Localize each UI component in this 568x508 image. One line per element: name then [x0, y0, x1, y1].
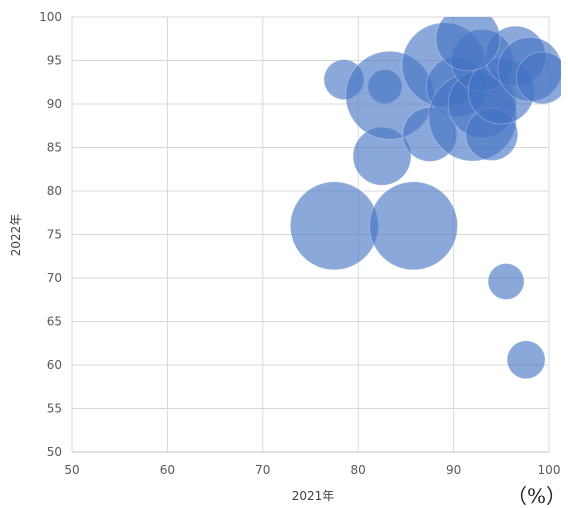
unit-label: （%） [507, 484, 566, 508]
y-tick-label: 55 [47, 402, 62, 416]
y-tick-label: 80 [47, 184, 62, 198]
y-tick-label: 90 [47, 97, 62, 111]
x-tick-label: 90 [446, 463, 461, 477]
y-tick-label: 75 [47, 228, 62, 242]
y-tick-label: 60 [47, 358, 62, 372]
y-tick-label: 95 [47, 54, 62, 68]
bubble-point [487, 262, 525, 300]
grid-lines [71, 16, 550, 453]
y-tick-label: 65 [47, 315, 62, 329]
bubble-layer [289, 17, 561, 380]
bubble-point [435, 17, 501, 72]
x-tick-label: 70 [255, 463, 270, 477]
x-tick-label: 60 [160, 463, 175, 477]
y-tick-label: 70 [47, 271, 62, 285]
bubble-point [289, 181, 379, 271]
bubble-point [506, 340, 546, 380]
bubble-point [515, 51, 561, 105]
x-axis-title: 2021年 [292, 489, 335, 503]
x-tick-label: 100 [538, 463, 561, 477]
x-tick-label: 50 [64, 463, 79, 477]
y-tick-label: 50 [47, 445, 62, 459]
x-tick-label: 80 [351, 463, 366, 477]
y-tick-label: 100 [39, 10, 62, 24]
y-axis-title: 2022年 [9, 214, 23, 257]
tick-labels: 50 60 70 80 90 100 50 55 60 65 70 75 80 85 90 95 100 [39, 10, 560, 477]
y-tick-label: 85 [47, 141, 62, 155]
bubble-point [369, 181, 459, 271]
